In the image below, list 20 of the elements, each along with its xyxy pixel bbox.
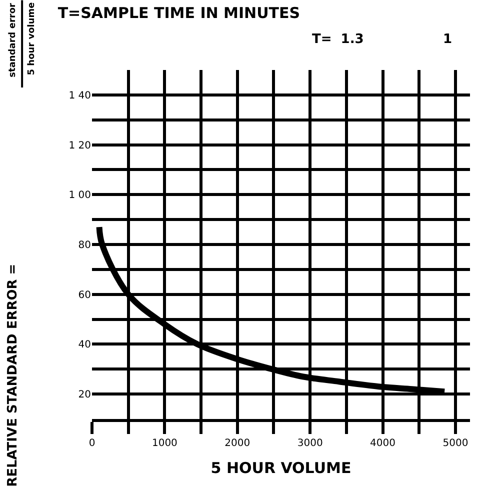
y-tick-label: 1 20 — [68, 140, 91, 152]
x-tick-label: 5000 — [442, 438, 468, 449]
x-tick-label: 3000 — [297, 438, 323, 449]
y-tick-label: 1 00 — [68, 190, 91, 202]
y-tick-label: 60 — [78, 290, 91, 301]
x-axis-title: 5 HOUR VOLUME — [210, 459, 352, 477]
x-tick-label: 1000 — [152, 438, 178, 449]
y-axis-title: RELATIVE STANDARD ERROR = — [5, 264, 20, 487]
chart-title: T=SAMPLE TIME IN MINUTES — [58, 4, 300, 22]
y-tick-label: 1 40 — [68, 90, 91, 102]
text: standard error — [8, 2, 18, 78]
y-tick-label: 40 — [78, 340, 91, 351]
x-tick-label: 2000 — [224, 438, 250, 449]
text: 1 — [443, 32, 452, 47]
x-tick-label: 4000 — [370, 438, 396, 449]
text: 5 hour volume — [26, 2, 37, 76]
x-tick-label: 0 — [88, 438, 96, 449]
y-tick-label: 20 — [78, 390, 91, 401]
text: T= 1.3 — [312, 32, 364, 47]
y-tick-label: 80 — [78, 240, 91, 251]
